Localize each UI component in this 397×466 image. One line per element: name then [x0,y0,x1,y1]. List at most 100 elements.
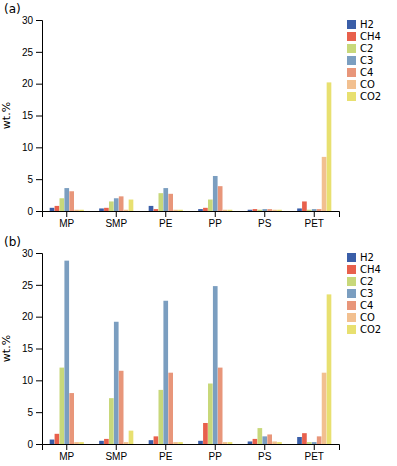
legend-label: H2 [360,19,374,30]
legend-item: C2 [347,43,373,54]
tick: PE [159,211,173,229]
bar [154,436,159,444]
series [79,82,331,211]
tick-mark [36,412,42,413]
bar [109,201,114,211]
bar [277,442,282,444]
tick-label: 10 [22,375,34,386]
bar [198,209,203,211]
tick-mark [36,84,42,85]
tick: PET [305,444,324,462]
bar [277,210,282,211]
bar [99,441,104,444]
tick-label: 5 [27,407,33,418]
tick-label: 15 [22,110,34,121]
bar [168,373,173,444]
legend: H2CH4C2C3C4COCO2 [347,252,381,335]
legend-swatch [347,68,356,77]
tick-mark [36,444,42,445]
legend-swatch [347,313,356,322]
tick-mark [264,444,265,450]
tick-mark [36,211,42,212]
legend: H2CH4C2C3C4COCO2 [347,19,381,102]
legend-item: CO2 [347,324,381,335]
tick: 30 [22,15,42,26]
bar [302,201,307,211]
bar [223,210,228,211]
series [64,176,316,211]
bar [213,286,218,444]
bar [253,439,258,444]
legend-swatch [347,265,356,274]
series [55,201,307,211]
bar [317,436,322,444]
bar [79,442,84,444]
bar [253,209,258,211]
tick-mark [116,211,117,217]
tick: PS [258,211,272,229]
tick: 0 [27,206,42,217]
bar [223,442,228,444]
bar [104,439,109,444]
bar [55,434,60,444]
tick-label: 15 [22,343,34,354]
series [60,193,312,211]
legend-label: CO2 [360,91,381,102]
bar [124,210,129,211]
tick-mark [36,179,42,180]
bar [203,423,208,444]
tick: 30 [22,248,42,259]
tick-label: SMP [105,451,127,462]
bars [50,82,332,211]
series [79,294,331,444]
bar [267,434,272,444]
bar [129,200,134,211]
tick: PP [209,444,223,462]
tick-mark [165,444,166,450]
tick-label: 20 [22,78,34,89]
legend-item: CH4 [347,264,381,275]
tick-mark [36,147,42,148]
bar [248,441,253,444]
tick-label: 0 [27,439,33,450]
tick: 25 [22,280,42,291]
tick: SMP [105,211,127,229]
tick-mark [215,444,216,450]
series [69,368,321,444]
tick-mark [314,211,315,217]
tick-mark [36,52,42,53]
bar [173,210,178,211]
series [64,261,316,444]
bar [119,196,124,211]
tick-mark [36,253,42,254]
tick-label: 5 [27,174,33,185]
bar [74,210,79,211]
legend-item: C4 [347,300,373,311]
series [69,186,321,211]
legend-swatch [347,32,356,41]
bar [258,210,263,211]
bar [322,373,327,444]
bar [307,442,312,444]
bar [124,442,129,444]
legend-swatch [347,277,356,286]
bar [208,384,213,444]
bar [50,440,55,444]
series [74,373,326,444]
legend-label: CH4 [360,264,381,275]
series [50,437,302,444]
tick-label: PP [209,218,223,229]
tick: 20 [22,78,42,89]
legend-item: H2 [347,252,374,263]
bar [64,261,69,444]
tick-mark [36,317,42,318]
x-axis: MPSMPPEPPPSPET [43,211,340,229]
plot: 051015202530MPSMPPEPPPSPETwt.%H2CH4C2C3C… [0,248,381,462]
bar [327,294,332,444]
bar [114,198,119,211]
bar [262,209,267,211]
tick-mark [165,211,166,217]
tick-label: PP [209,451,223,462]
bar [173,442,178,444]
legend-label: C4 [360,300,373,311]
